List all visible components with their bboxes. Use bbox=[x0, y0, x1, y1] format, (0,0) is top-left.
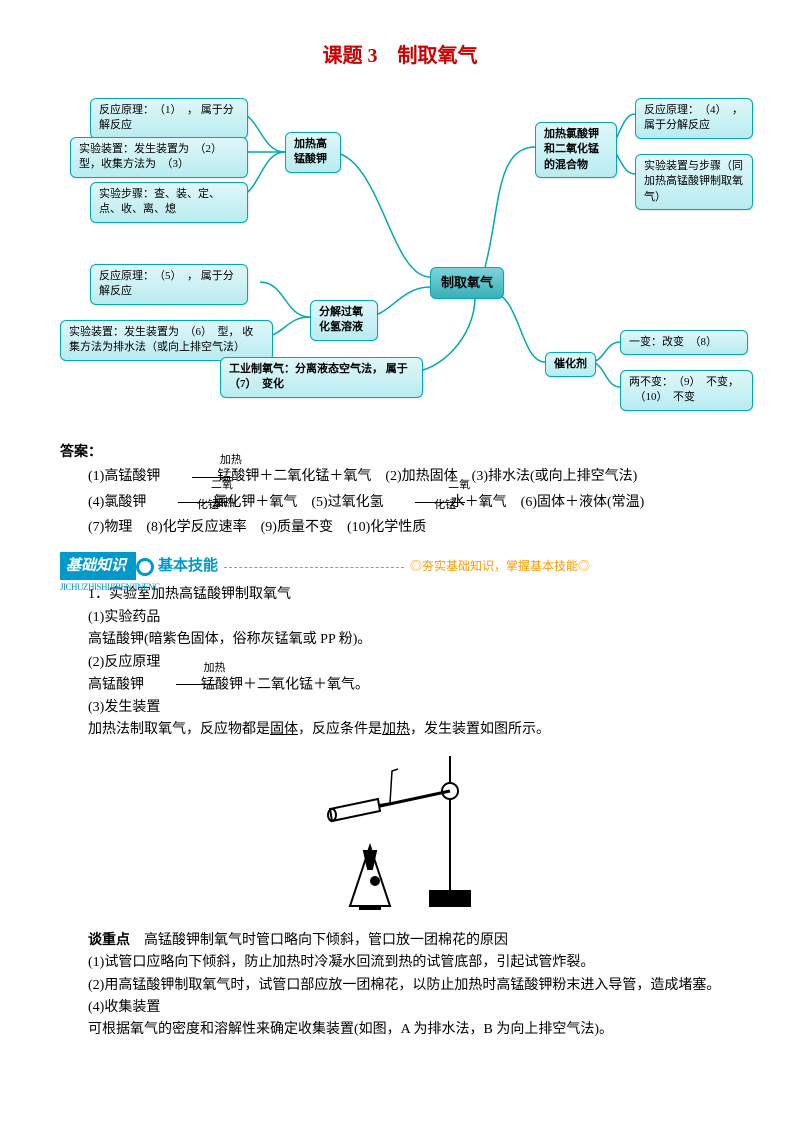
arrow-mno2: 二氧化锰 bbox=[387, 490, 447, 515]
text-10: (2)用高锰酸钾制取氧气时，试管口部应放一团棉花，以防止加热时高锰酸钾粉末进入导… bbox=[60, 975, 740, 997]
banner-left: 基础知识 bbox=[60, 552, 136, 580]
mindmap-diagram: 反应原理： （1） ， 属于分解反应 实验装置：发生装置为 （2） 型，收集方法… bbox=[60, 92, 740, 432]
text-8: 谈重点 高锰酸钾制氧气时管口略向下倾斜，管口放一团棉花的原因 bbox=[60, 930, 740, 952]
t7d: 加热 bbox=[382, 722, 410, 737]
node-steps: 实验步骤：查、装、定、点、收、离、熄 bbox=[90, 182, 248, 223]
answer-line-1: (1)高锰酸钾 加热 锰酸钾＋二氧化锰＋氧气 (2)加热固体 (3)排水法(或向… bbox=[60, 464, 740, 489]
text-7: 加热法制取氧气，反应物都是固体，反应条件是加热，发生装置如图所示。 bbox=[60, 719, 740, 741]
text-3: 高锰酸钾(暗紫色固体，俗称灰锰氧或 PP 粉)。 bbox=[60, 629, 740, 651]
node-principle-1: 反应原理： （1） ， 属于分解反应 bbox=[90, 98, 248, 139]
ans1-pre: (1)高锰酸钾 bbox=[88, 469, 160, 484]
text-9: (1)试管口应略向下倾斜，防止加热时冷凝水回流到热的试管底部，引起试管炸裂。 bbox=[60, 952, 740, 974]
arrow-top-2: 二氧化锰 bbox=[415, 476, 475, 516]
node-apparatus-same: 实验装置与步骤（同加热高锰酸钾制取氧气） bbox=[635, 154, 753, 210]
node-heat-kmno4: 加热高 锰酸钾 bbox=[285, 132, 341, 173]
node-change: 一变：改变 （8） bbox=[620, 330, 748, 355]
apparatus-diagram bbox=[60, 751, 740, 919]
banner-circle-icon bbox=[136, 558, 154, 576]
banner-right: ◎夯实基础知识，掌握基本技能◎ bbox=[410, 559, 590, 573]
t5-post: 锰酸钾＋二氧化锰＋氧气。 bbox=[201, 677, 369, 692]
lesson-title: 课题 3 制取氧气 bbox=[60, 40, 740, 72]
node-decompose-h2o2: 分解过氧 化氢溶液 bbox=[310, 300, 378, 341]
t7c: ，反应条件是 bbox=[298, 722, 382, 737]
section-banner: 基础知识基本技能◎夯实基础知识，掌握基本技能◎ JICHUZHISHIJIBEN… bbox=[60, 552, 740, 576]
arrow-bot: 加热 bbox=[180, 494, 240, 514]
node-principle-5: 反应原理： （5） ， 属于分解反应 bbox=[90, 264, 248, 305]
text-2: (1)实验药品 bbox=[60, 607, 740, 629]
arrow-label: 加热 bbox=[192, 451, 242, 471]
node-apparatus-2: 实验装置：发生装置为 （2） 型，收集方法为 （3） bbox=[70, 137, 248, 178]
node-catalyst: 催化剂 bbox=[545, 352, 596, 377]
text-12: 可根据氧气的密度和溶解性来确定收集装置(如图，A 为排水法，B 为向上排空气法)… bbox=[60, 1019, 740, 1041]
t7b: 固体 bbox=[270, 722, 298, 737]
banner-mid: 基本技能 bbox=[158, 558, 218, 574]
node-apparatus-6: 实验装置：发生装置为 （6） 型， 收集方法为排水法（或向上排空气法） bbox=[60, 320, 273, 361]
node-heat-kclo3: 加热氯酸钾 和二氧化锰 的混合物 bbox=[535, 122, 617, 178]
node-center: 制取氧气 bbox=[430, 267, 504, 299]
answer-label: 答案： bbox=[60, 442, 740, 464]
t7a: 加热法制取氧气，反应物都是 bbox=[88, 722, 270, 737]
ans2-pre: (4)氯酸钾 bbox=[88, 495, 146, 510]
answer-line-2: (4)氯酸钾 二氧化锰 加热 氯化钾＋氧气 (5)过氧化氢 二氧化锰 水＋氧气 … bbox=[60, 490, 740, 515]
text-6: (3)发生装置 bbox=[60, 697, 740, 719]
arrow-heat-2: 加热 bbox=[148, 674, 198, 696]
node-principle-4: 反应原理： （4） ， 属于分解反应 bbox=[635, 98, 753, 139]
t5-pre: 高锰酸钾 bbox=[88, 677, 144, 692]
arrow-label-2: 加热 bbox=[176, 660, 226, 678]
node-nochange: 两不变： （9） 不变， （10） 不变 bbox=[620, 370, 753, 411]
node-industrial: 工业制氧气：分离液态空气法， 属于 （7） 变化 bbox=[220, 357, 423, 398]
t7e: ，发生装置如图所示。 bbox=[410, 722, 550, 737]
ans2-post: 水＋氧气 (6)固体＋液体(常温) bbox=[451, 495, 645, 510]
answer-line-3: (7)物理 (8)化学反应速率 (9)质量不变 (10)化学性质 bbox=[60, 515, 740, 540]
banner-pinyin: JICHUZHISHIJIBENJINENG bbox=[60, 580, 740, 594]
arrow-mno2-heat: 二氧化锰 加热 bbox=[150, 490, 210, 515]
keypoint-label: 谈重点 bbox=[88, 933, 130, 948]
banner-divider bbox=[224, 567, 404, 568]
text-4: (2)反应原理 bbox=[60, 652, 740, 674]
t8-body: 高锰酸钾制氧气时管口略向下倾斜，管口放一团棉花的原因 bbox=[130, 933, 508, 948]
text-11: (4)收集装置 bbox=[60, 997, 740, 1019]
text-5: 高锰酸钾 加热 锰酸钾＋二氧化锰＋氧气。 bbox=[60, 674, 740, 697]
apparatus-svg bbox=[300, 751, 500, 911]
